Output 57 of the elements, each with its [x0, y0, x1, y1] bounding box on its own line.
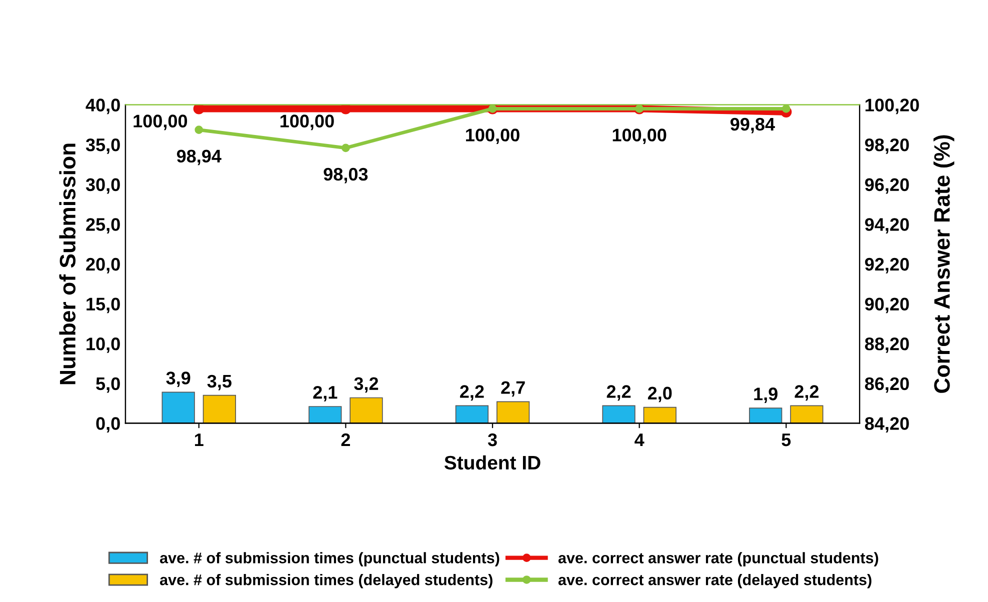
y2-tick-label: 84,20	[864, 417, 909, 433]
y2-tick-label: 94,20	[865, 218, 909, 234]
y-tick-label: 0,0	[96, 417, 120, 433]
data-label: 3,5	[207, 374, 232, 390]
y-tick-label: 15,0	[86, 298, 120, 314]
x-tick-label: 4	[634, 434, 644, 446]
data-label: 3,9	[166, 372, 190, 388]
bar	[308, 406, 342, 424]
x-axis-title: Student ID	[444, 455, 540, 470]
y2-axis-title: Correct Answer Rate (%)	[934, 135, 954, 393]
y-tick-label: 30,0	[86, 178, 120, 194]
data-label: 98,94	[176, 150, 222, 166]
y2-tick-label: 96,20	[865, 178, 909, 194]
bar	[455, 405, 489, 424]
legend-label: ave. # of submission times (punctual students)	[160, 552, 500, 566]
legend-label: ave. # of submission times (delayed students)	[160, 574, 492, 588]
bar	[162, 392, 195, 424]
bar	[202, 394, 236, 424]
bar	[749, 408, 782, 424]
x-tick-label: 3	[488, 433, 497, 446]
data-label: 2,7	[501, 381, 525, 397]
y-tick-label: 40,0	[86, 98, 120, 114]
y-tick-label: 25,0	[86, 218, 120, 234]
data-label: 100,00	[280, 114, 334, 130]
x-tick-label: 2	[341, 433, 350, 446]
y-axis-title: Number of Submission	[59, 144, 76, 384]
data-label: 99,84	[730, 118, 775, 134]
y-tick-label: 10,0	[86, 338, 120, 353]
y2-tick-label: 90,20	[865, 298, 909, 314]
y-tick-label: 5,0	[96, 377, 120, 393]
bar	[350, 397, 383, 424]
x-tick-label: 5	[782, 434, 791, 446]
data-label: 2,0	[648, 386, 672, 402]
y2-tick-label: 98,20	[865, 138, 909, 154]
data-label: 2,1	[313, 386, 338, 402]
y2-tick-label: 88,20	[864, 338, 909, 353]
data-label: 100,00	[612, 128, 666, 144]
y-tick-label: 35,0	[86, 138, 120, 154]
y2-tick-label: 92,20	[865, 258, 909, 274]
data-label: 1,9	[754, 388, 778, 403]
bar	[643, 406, 676, 424]
bar	[496, 401, 530, 424]
data-label: 2,2	[606, 385, 631, 401]
bar	[790, 405, 824, 424]
bar	[602, 405, 636, 424]
y2-tick-label: 86,20	[864, 377, 909, 393]
data-label: 98,03	[324, 168, 368, 184]
data-label: 3,2	[354, 377, 378, 393]
x-tick-label: 1	[195, 434, 204, 446]
legend-label: ave. correct answer rate (punctual students)	[558, 552, 878, 566]
data-label: 2,2	[794, 385, 819, 401]
data-label: 100,00	[134, 114, 188, 130]
y2-tick-label: 100,20	[866, 98, 919, 114]
data-label: 100,00	[466, 128, 520, 144]
legend-label: ave. correct answer rate (delayed students)	[558, 574, 872, 588]
data-label: 2,2	[460, 385, 484, 401]
y-tick-label: 20,0	[86, 258, 120, 274]
